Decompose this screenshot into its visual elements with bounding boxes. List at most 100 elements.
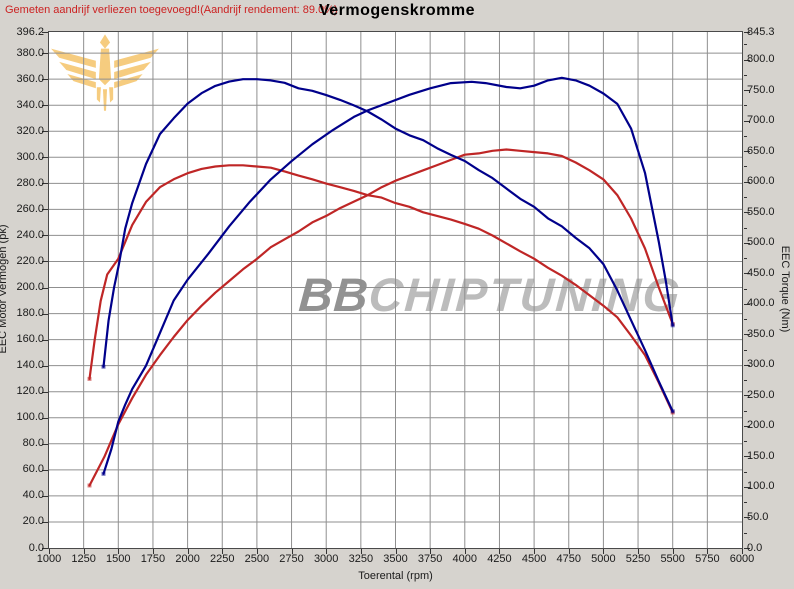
y-right-tick-label: 700.0 (747, 114, 775, 127)
y-left-tick-label: 100.0 (16, 411, 44, 424)
x-tick (534, 549, 536, 554)
y-right-minor-tick (744, 166, 747, 168)
x-tick-label: 4000 (452, 553, 478, 565)
drivetrain-loss-warning: Gemeten aandrijf verliezen toegevoegd!(A… (5, 4, 338, 16)
x-tick-label: 1500 (106, 553, 131, 565)
y-left-tick (42, 131, 48, 133)
y-left-tick (42, 365, 48, 367)
x-tick-label: 2250 (210, 553, 235, 565)
y-left-tick-label: 120.0 (16, 385, 44, 398)
y-right-minor-tick (744, 258, 747, 260)
y-left-tick (42, 339, 48, 341)
curve-power-tuned (102, 76, 674, 475)
y-right-minor-tick (744, 349, 747, 351)
y-left-tick-label: 140.0 (16, 359, 44, 372)
x-tick (326, 549, 328, 554)
y-left-tick (42, 287, 48, 289)
x-tick (603, 549, 605, 554)
x-tick-label: 2750 (279, 553, 304, 565)
y-right-tick-label: 550.0 (747, 205, 775, 218)
y-left-tick (42, 235, 48, 237)
y-right-minor-tick (744, 532, 747, 534)
y-left-tick (42, 261, 48, 263)
x-tick-label: 1750 (140, 553, 166, 565)
curve-torque-tuned (102, 78, 674, 413)
y-right-tick (744, 334, 750, 336)
x-tick-label: 2500 (244, 553, 270, 565)
y-right-tick (744, 548, 750, 549)
x-tick (83, 549, 85, 554)
y-right-tick (744, 151, 750, 153)
y-right-minor-tick (744, 227, 747, 229)
chart-title: Vermogenskromme (318, 2, 475, 19)
y-left-tick (42, 391, 48, 393)
y-left-tick-label: 20.0 (22, 515, 44, 528)
x-tick-label: 5250 (625, 553, 651, 565)
endpoint-marker-torque-original (87, 376, 92, 381)
x-tick-label: 3500 (383, 553, 408, 565)
x-tick (49, 549, 50, 554)
y-right-minor-tick (744, 502, 747, 504)
x-tick-label: 4500 (521, 553, 547, 565)
x-tick (222, 549, 224, 554)
y-right-tick-label: 400.0 (747, 297, 775, 310)
y-left-tick (42, 521, 48, 523)
y-right-minor-tick (744, 319, 747, 321)
y-axis-right-title: EEC Torque (Nm) (779, 245, 791, 333)
endpoint-marker-power-tuned (101, 471, 106, 476)
y-left-tick-label: 0.0 (28, 541, 44, 554)
x-tick (256, 549, 258, 554)
endpoint-marker-power-tuned (670, 323, 675, 328)
y-right-minor-tick (744, 135, 747, 137)
y-left-tick-label: 260.0 (16, 202, 44, 215)
y-right-tick-label: 800.0 (747, 53, 775, 66)
y-right-tick-label: 150.0 (747, 449, 775, 462)
x-tick-label: 4250 (487, 553, 512, 565)
y-left-tick (42, 443, 48, 445)
y-right-tick (744, 90, 750, 92)
x-tick-label: 2000 (175, 553, 200, 565)
y-right-tick-label: 300.0 (747, 358, 775, 371)
x-tick (672, 549, 674, 554)
y-left-tick-label: 80.0 (22, 437, 44, 450)
y-left-tick (42, 313, 48, 315)
x-tick (568, 549, 570, 554)
x-tick-label: 4750 (556, 553, 581, 565)
y-left-tick (42, 495, 48, 497)
x-tick-label: 1000 (36, 553, 62, 565)
y-left-tick-label: 40.0 (22, 489, 44, 502)
x-tick-label: 5750 (695, 553, 720, 565)
y-left-tick-label: 300.0 (16, 150, 44, 163)
y-left-tick (42, 53, 48, 55)
y-left-tick (42, 183, 48, 185)
curve-torque-original (88, 164, 674, 414)
y-right-tick-label: 350.0 (747, 327, 775, 340)
y-right-tick (744, 425, 750, 427)
y-right-minor-tick (744, 410, 747, 412)
y-right-tick (744, 395, 750, 397)
y-right-tick-label: 50.0 (747, 510, 769, 523)
y-left-tick (42, 548, 48, 549)
y-left-tick (42, 79, 48, 81)
y-right-tick-label: 450.0 (747, 266, 775, 279)
endpoint-marker-power-original (87, 483, 92, 488)
y-left-tick-label: 396.2 (16, 25, 44, 38)
y-right-minor-tick (744, 74, 747, 76)
x-tick-label: 5000 (591, 553, 616, 565)
x-tick (187, 549, 189, 554)
y-right-tick-label: 100.0 (747, 480, 775, 493)
y-right-tick (744, 456, 750, 458)
x-tick-label: 6000 (729, 553, 755, 565)
y-right-tick-label: 845.3 (747, 25, 775, 38)
curves-canvas (49, 32, 742, 548)
x-tick (395, 549, 397, 554)
y-left-tick-label: 220.0 (16, 254, 44, 267)
y-left-tick (42, 32, 48, 33)
y-right-tick (744, 32, 750, 33)
y-left-tick-label: 380.0 (16, 46, 44, 59)
x-tick-label: 3000 (313, 553, 339, 565)
x-tick (464, 549, 466, 554)
y-right-tick (744, 242, 750, 244)
y-right-minor-tick (744, 288, 747, 290)
